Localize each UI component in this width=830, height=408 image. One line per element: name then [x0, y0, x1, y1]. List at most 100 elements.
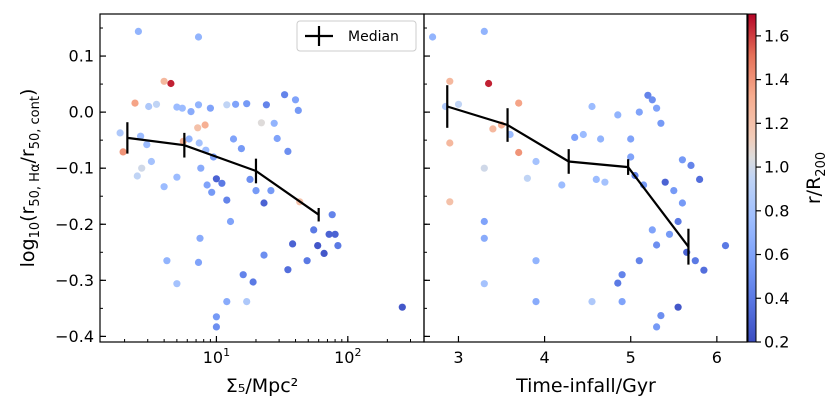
scatter-point [229, 135, 238, 143]
legend-box [296, 20, 417, 52]
scatter-point [678, 156, 687, 164]
y-tick-label: 0.1 [69, 47, 94, 66]
scatter-point [284, 266, 292, 274]
colorbar-tick-label: 1.2 [764, 114, 789, 133]
scatter-point [592, 175, 600, 183]
left-panel: 101 102 −0.4 −0.3 −0.2 −0.1 0.0 0.1 Σ₅/Mpc² lo… [17, 13, 425, 397]
scatter-point [532, 298, 540, 306]
scatter-point [195, 139, 203, 147]
right-x-ticks: 3 4 5 6 [453, 336, 722, 367]
scatter-point [206, 104, 214, 112]
scatter-point [138, 164, 146, 172]
scatter-point [320, 249, 328, 257]
scatter-point [515, 148, 523, 157]
y-tick-label: −0.1 [55, 159, 94, 178]
scatter-point [454, 100, 463, 108]
scatter-point [314, 242, 322, 250]
x-tick-label: 101 [203, 346, 230, 367]
scatter-point [674, 217, 682, 226]
scatter-point [173, 173, 181, 181]
scatter-point [303, 257, 311, 265]
colorbar: 0.2 0.4 0.6 0.8 1.0 1.2 1.4 1.6 r/R200 [747, 13, 829, 352]
scatter-point [523, 174, 532, 182]
colorbar-tick-label: 0.4 [764, 289, 789, 308]
scatter-point [252, 187, 260, 195]
scatter-point [281, 91, 289, 99]
scatter-point [208, 188, 216, 196]
scatter-point [480, 164, 488, 172]
right-y-ticks [424, 27, 430, 337]
scatter-point [480, 217, 488, 226]
scatter-point [239, 271, 247, 279]
scatter-point [260, 199, 268, 207]
colorbar-label: r/R200 [803, 152, 829, 204]
legend-label: Median [348, 29, 399, 45]
right-panel: 3 4 5 6 Time-infall/Gyr [423, 13, 748, 397]
scatter-point [194, 258, 203, 266]
scatter-point [289, 240, 297, 248]
scatter-point [143, 141, 151, 149]
scatter-point [226, 217, 235, 226]
scatter-point [480, 280, 488, 288]
scatter-point [249, 278, 257, 286]
median-line [127, 136, 320, 216]
scatter-point [653, 241, 661, 249]
scatter-point [700, 266, 708, 274]
scatter-point [196, 234, 204, 242]
colorbar-tick-label: 1.0 [764, 158, 789, 177]
left-y-ticks: −0.4 −0.3 −0.2 −0.1 0.0 0.1 [55, 27, 106, 346]
scatter-point [648, 226, 656, 234]
scatter-point [187, 108, 195, 116]
y-tick-label: −0.3 [55, 271, 94, 290]
scatter-point [147, 157, 155, 166]
scatter-point [674, 303, 682, 311]
scatter-point [163, 257, 171, 265]
scatter-point [665, 230, 674, 238]
median-line [446, 105, 690, 248]
scatter-point [653, 323, 661, 331]
colorbar-tick-label: 1.4 [764, 70, 789, 89]
scatter-point [201, 121, 209, 129]
y-axis-label: log10(r50, Hα/r50, cont) [17, 89, 43, 268]
scatter-point [134, 27, 142, 35]
scatter-point [691, 257, 699, 265]
scatter-point [173, 280, 181, 288]
scatter-point [614, 279, 622, 287]
scatter-point [145, 102, 153, 111]
scatter-point [246, 175, 254, 183]
x-tick-label: 102 [334, 346, 361, 367]
scatter-point [223, 196, 231, 204]
scatter-point [243, 100, 251, 108]
scatter-point [627, 153, 635, 161]
scatter-point [178, 104, 186, 112]
colorbar-tick-label: 0.8 [764, 201, 789, 220]
scatter-point [446, 77, 454, 85]
y-tick-label: 0.0 [69, 103, 94, 122]
scatter-point [284, 147, 292, 155]
scatter-point [618, 271, 626, 279]
scatter-point [223, 101, 231, 109]
scatter-point [212, 175, 220, 183]
right-x-axis-label: Time-infall/Gyr [515, 375, 656, 397]
scatter-point [446, 198, 454, 206]
scatter-point [310, 226, 318, 234]
colorbar-bar [747, 13, 757, 343]
scatter-point [294, 106, 302, 114]
scatter-point [152, 100, 161, 108]
scatter-point [661, 178, 669, 186]
left-median-line [126, 122, 320, 222]
scatter-point [627, 135, 635, 143]
scatter-point [579, 130, 587, 139]
scatter-point [653, 104, 661, 112]
scatter-point [644, 91, 652, 99]
scatter-point [328, 211, 336, 219]
scatter-point [571, 133, 579, 141]
scatter-point [160, 77, 168, 85]
left-scatter-points [116, 27, 406, 331]
scatter-point [429, 33, 437, 41]
scatter-point [173, 103, 181, 111]
scatter-point [203, 181, 211, 189]
colorbar-tick-label: 0.2 [764, 333, 789, 352]
x-tick-label: 3 [453, 348, 463, 367]
